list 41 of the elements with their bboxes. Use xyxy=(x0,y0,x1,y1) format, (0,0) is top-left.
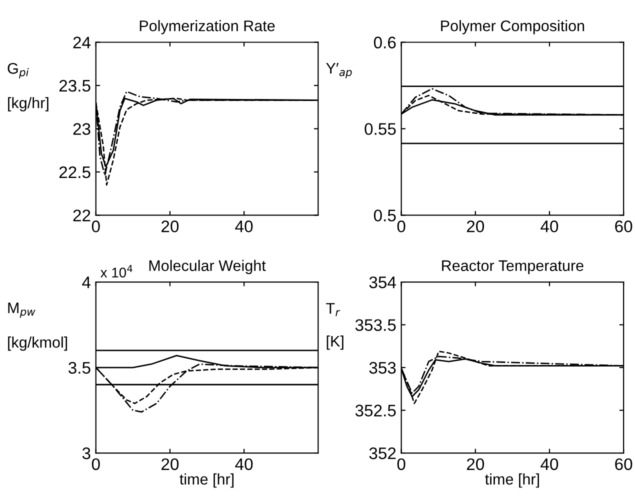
x-tick-label: 40 xyxy=(540,220,558,232)
x-tick-label: 20 xyxy=(466,458,484,470)
y-tick-label: 3 xyxy=(82,447,90,460)
y-tick-label: 353 xyxy=(369,362,396,374)
x-axis-title: time [hr] xyxy=(485,473,539,488)
x-tick-label: 60 xyxy=(615,458,632,470)
y-tick-label: 0.5 xyxy=(374,210,396,222)
x-tick-label: 20 xyxy=(466,220,484,232)
x-tick-label: 0 xyxy=(92,220,100,232)
x-tick-label: 60 xyxy=(615,220,632,232)
chart-title: Reactor Temperature xyxy=(442,260,584,274)
y-tick-label: 353.5 xyxy=(355,319,396,331)
y-tick-label: 0.55 xyxy=(364,123,396,135)
x-tick-label: 20 xyxy=(162,458,179,470)
x-tick-label: 0 xyxy=(92,458,100,470)
y-tick-label: 24 xyxy=(73,36,91,48)
x-tick-label: 20 xyxy=(162,220,179,232)
y-tick-label: 0.6 xyxy=(374,36,396,48)
chart-title: Molecular Weight xyxy=(149,260,266,274)
x-axis-title: time [hr] xyxy=(180,473,234,488)
x-tick-label: 0 xyxy=(397,220,406,232)
y-axis-title: Y′$_{ap}$ xyxy=(326,63,352,78)
text: x 10$^{4}$ xyxy=(100,264,132,278)
x-tick-label: 40 xyxy=(540,458,558,470)
y-tick-label: 3.5 xyxy=(68,362,90,374)
text: T$_{r}$ [K] xyxy=(326,303,344,350)
y-tick-label: 23.5 xyxy=(59,80,90,92)
x-tick-label: 0 xyxy=(397,458,406,470)
chart-title: Polymerization Rate xyxy=(140,20,275,34)
y-tick-label: 22 xyxy=(73,210,90,222)
y-tick-label: 352 xyxy=(369,447,396,460)
y-tick-label: 23 xyxy=(73,123,90,135)
y-tick-label: 354 xyxy=(369,276,396,288)
chart-title: Polymer Composition xyxy=(441,20,584,34)
y-tick-label: 352.5 xyxy=(355,404,396,416)
text: G$_{pi}$ [kg/hr] xyxy=(8,63,48,112)
y-tick-label: 4 xyxy=(82,276,91,288)
y-tick-label: 22.5 xyxy=(59,166,90,178)
text: M$_{pw}$ [kg/kmol] xyxy=(8,302,68,351)
x-tick-label: 40 xyxy=(235,220,253,232)
x-tick-label: 40 xyxy=(235,458,253,470)
